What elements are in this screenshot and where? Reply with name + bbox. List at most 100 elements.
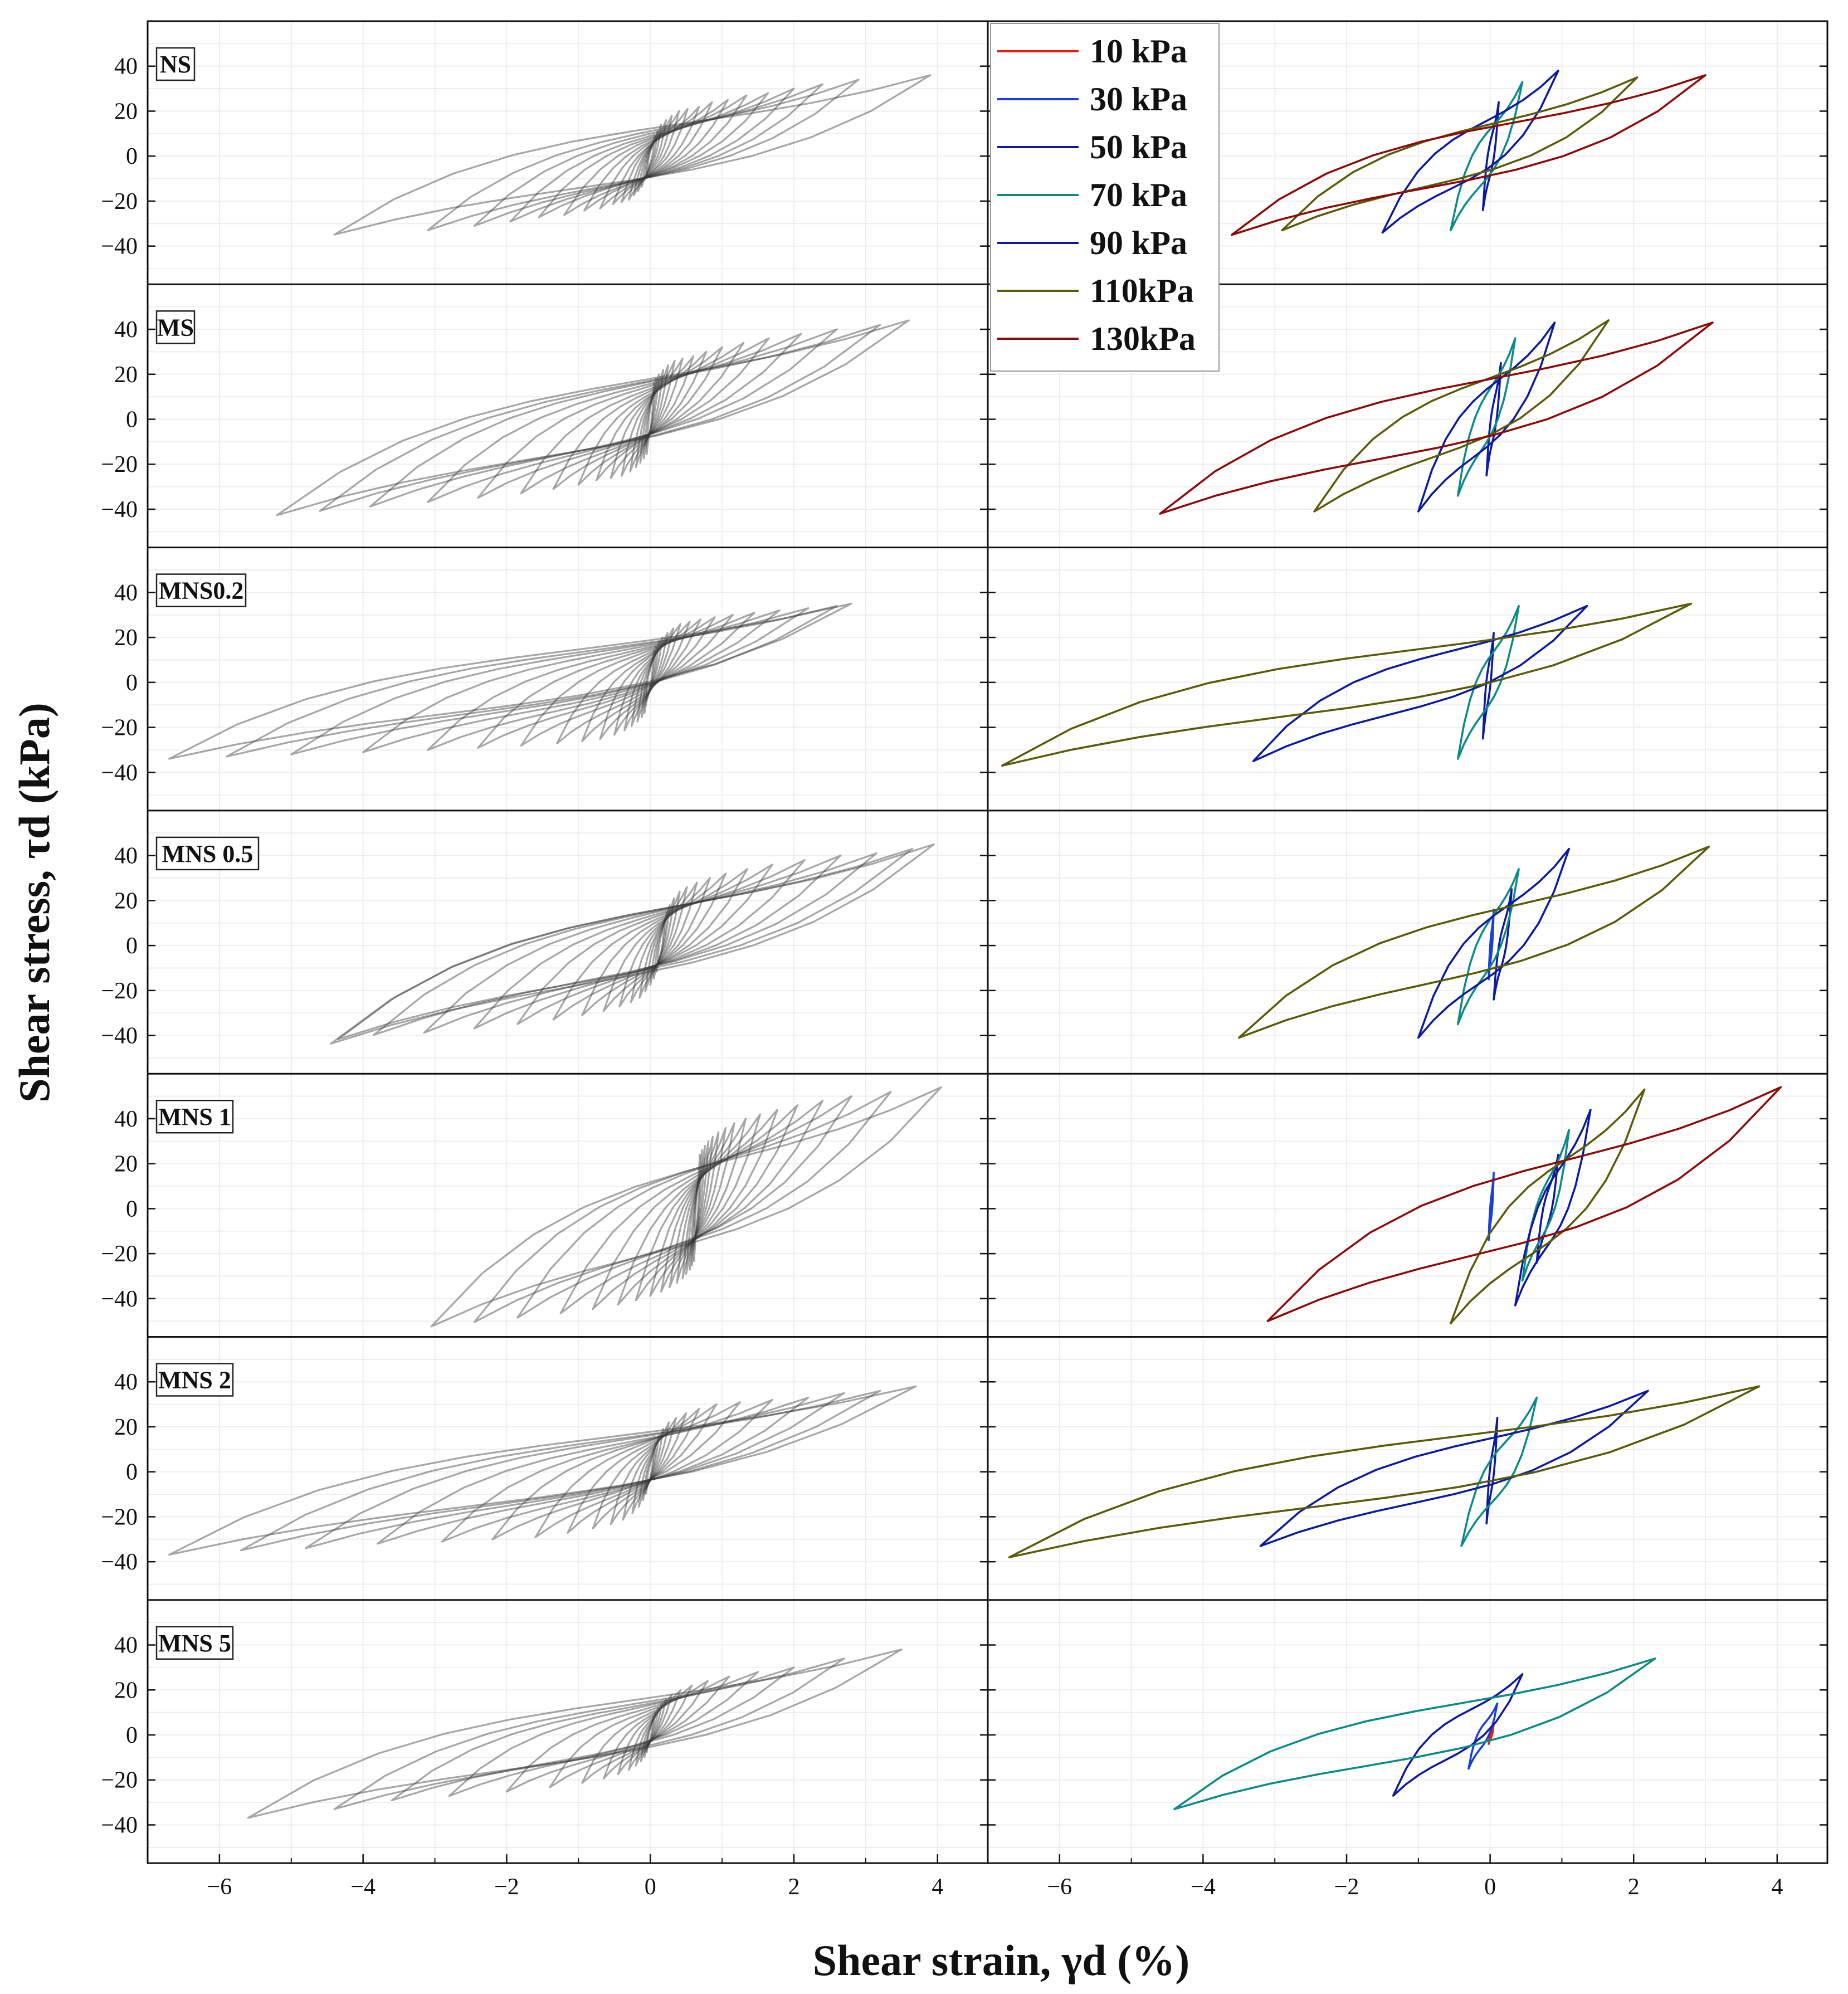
left-loop-0-11 bbox=[538, 92, 769, 218]
left-loop-0-12 bbox=[509, 87, 795, 223]
right-loop-0-0 bbox=[1481, 101, 1500, 211]
right-loop-4-3 bbox=[1514, 1109, 1592, 1306]
left-loop-1-9 bbox=[552, 346, 723, 490]
y-tick-label: 40 bbox=[114, 1106, 138, 1132]
left-loop-5-11 bbox=[376, 1396, 810, 1545]
left-loop-6-5 bbox=[617, 1693, 673, 1776]
left-loop-3-6 bbox=[618, 881, 698, 1008]
right-loop-6-1 bbox=[1467, 1702, 1499, 1770]
left-loop-6-13 bbox=[247, 1649, 903, 1819]
left-loop-2-12 bbox=[362, 610, 781, 753]
left-loop-6-6 bbox=[602, 1689, 681, 1780]
right-loop-3-3 bbox=[1417, 847, 1571, 1039]
left-loop-1-7 bbox=[596, 355, 695, 481]
panel-label: MNS0.2 bbox=[159, 577, 244, 604]
left-loop-3-10 bbox=[516, 864, 773, 1025]
y-tick-label: 20 bbox=[114, 362, 138, 388]
y-tick-label: 0 bbox=[126, 1196, 138, 1222]
left-loop-1-8 bbox=[577, 350, 708, 486]
left-loop-4-0 bbox=[693, 1153, 701, 1262]
y-tick-label: −20 bbox=[101, 452, 138, 477]
legend: 10 kPa 30 kPa 50 kPa 70 kPa 90 kPa 110kPa 130k… bbox=[990, 23, 1220, 372]
left-loop-2-1 bbox=[641, 645, 657, 719]
panel-label: MNS 5 bbox=[158, 1630, 231, 1657]
left-loop-0-15 bbox=[333, 74, 932, 236]
panel-label-box bbox=[155, 836, 260, 871]
left-loop-1-11 bbox=[477, 337, 770, 499]
left-loop-0-2 bbox=[641, 124, 662, 188]
left-loop-6-0 bbox=[646, 1716, 654, 1753]
y-tick-label: −40 bbox=[101, 1023, 138, 1049]
legend-label: 110kPa bbox=[1090, 272, 1194, 309]
y-tick-label: 40 bbox=[114, 1369, 138, 1395]
legend-label: 30 kPa bbox=[1090, 81, 1187, 118]
left-loop-1-3 bbox=[635, 369, 664, 469]
right-loop-2-1 bbox=[1456, 604, 1520, 760]
left-loop-5-13 bbox=[240, 1390, 881, 1552]
right-loop-4-5 bbox=[1266, 1086, 1782, 1322]
left-loop-2-13 bbox=[290, 607, 810, 755]
panel-label-box bbox=[155, 47, 196, 81]
panel-label-box bbox=[155, 573, 247, 607]
y-tick-label: −20 bbox=[101, 1768, 138, 1793]
left-loop-2-15 bbox=[168, 602, 852, 760]
left-loop-4-3 bbox=[685, 1140, 710, 1275]
right-loop-1-0 bbox=[1485, 362, 1502, 477]
right-loop-1-2 bbox=[1417, 321, 1556, 513]
right-loop-1-3 bbox=[1313, 319, 1610, 513]
left-loop-3-11 bbox=[473, 859, 806, 1030]
left-loop-2-9 bbox=[520, 616, 716, 747]
right-loop-4-2 bbox=[1521, 1129, 1571, 1282]
y-tick-label: 40 bbox=[114, 580, 138, 606]
x-tick-label: −4 bbox=[1191, 1874, 1216, 1900]
right-loop-5-2 bbox=[1259, 1390, 1649, 1547]
x-tick-label: 0 bbox=[1484, 1874, 1496, 1900]
right-loop-2-0 bbox=[1481, 632, 1495, 740]
y-tick-label: 0 bbox=[126, 144, 138, 169]
y-tick-label: 20 bbox=[114, 1152, 138, 1177]
left-loop-5-9 bbox=[491, 1401, 741, 1540]
y-tick-label: 0 bbox=[126, 407, 138, 433]
panel-label: MNS 2 bbox=[158, 1367, 231, 1394]
left-loop-0-5 bbox=[628, 110, 680, 201]
y-axis-title: Shear stress, τd (kPa) bbox=[10, 703, 58, 1103]
left-loop-3-7 bbox=[602, 877, 711, 1012]
left-loop-0-1 bbox=[643, 130, 659, 181]
panel-label-box bbox=[155, 310, 196, 344]
left-loop-2-2 bbox=[636, 641, 660, 723]
left-loop-5-0 bbox=[645, 1448, 655, 1495]
left-loop-1-2 bbox=[639, 373, 660, 464]
y-tick-label: −20 bbox=[101, 189, 138, 214]
left-loop-0-9 bbox=[583, 99, 729, 212]
right-loop-2-3 bbox=[1001, 602, 1693, 767]
left-loop-2-3 bbox=[631, 636, 664, 727]
left-loop-4-12 bbox=[559, 1100, 824, 1314]
y-tick-label: 40 bbox=[114, 317, 138, 343]
left-loop-2-11 bbox=[427, 612, 755, 751]
panel-label: NS bbox=[160, 51, 191, 78]
left-loop-3-13 bbox=[373, 852, 877, 1036]
x-tick-label: 4 bbox=[932, 1874, 943, 1900]
left-loop-5-12 bbox=[305, 1392, 845, 1549]
left-loop-1-6 bbox=[610, 357, 684, 479]
left-loop-5-14 bbox=[168, 1385, 917, 1556]
left-loop-6-12 bbox=[333, 1657, 845, 1810]
left-loop-0-7 bbox=[612, 105, 700, 205]
left-loop-4-9 bbox=[635, 1113, 761, 1301]
right-loop-6-3 bbox=[1173, 1657, 1656, 1810]
left-loop-3-5 bbox=[630, 886, 688, 1003]
left-loop-5-3 bbox=[631, 1428, 664, 1514]
y-tick-label: −40 bbox=[101, 1812, 138, 1838]
y-tick-label: 0 bbox=[126, 1723, 138, 1748]
y-tick-label: 0 bbox=[126, 933, 138, 959]
left-loop-2-0 bbox=[643, 650, 655, 714]
left-loop-0-0 bbox=[646, 135, 656, 177]
x-tick-label: 4 bbox=[1771, 1874, 1783, 1900]
right-loop-1-1 bbox=[1456, 337, 1517, 497]
right-loop-3-4 bbox=[1238, 845, 1710, 1039]
legend-label: 50 kPa bbox=[1090, 129, 1187, 165]
right-loop-5-3 bbox=[1008, 1385, 1761, 1558]
left-loop-6-3 bbox=[635, 1702, 663, 1767]
panel-label: MNS 1 bbox=[158, 1103, 231, 1130]
